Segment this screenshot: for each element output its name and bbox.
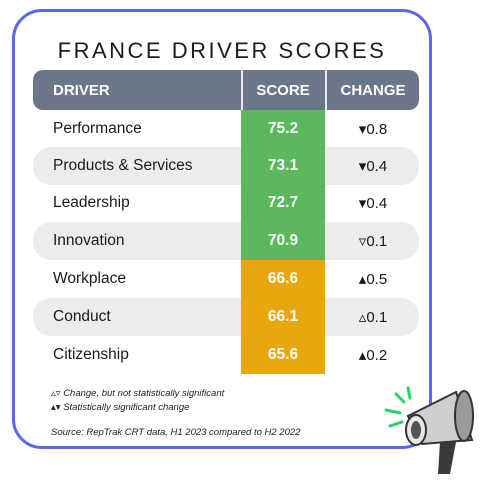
row-stripe — [33, 298, 419, 336]
legend-significant: ▴▾ Statistically significant change — [51, 402, 189, 413]
scores-card: FRANCE DRIVER SCORES DRIVER SCORE CHANGE… — [12, 9, 432, 449]
driver-name: Citizenship — [53, 346, 129, 363]
row-stripe — [33, 222, 419, 260]
change-value: ▴0.2 — [358, 347, 388, 364]
source-note: Source: RepTrak CRT data, H1 2023 compar… — [51, 427, 301, 438]
score-cell: 65.6 — [241, 336, 325, 374]
driver-name: Leadership — [53, 194, 130, 211]
table-row: Citizenship 65.6 ▴0.2 — [33, 336, 419, 374]
change-value: ▴0.5 — [358, 271, 388, 288]
legend-not-significant: ▵▿ Change, but not statistically signifi… — [51, 388, 224, 399]
table-row: Performance 75.2 ▾0.8 — [33, 110, 419, 148]
header-score: SCORE — [256, 82, 310, 99]
score-cell: 66.6 — [241, 260, 325, 298]
driver-name: Products & Services — [53, 157, 193, 174]
legend-text: Statistically significant change — [63, 402, 190, 413]
table-row: Leadership 72.7 ▾0.4 — [33, 184, 419, 222]
header-driver: DRIVER — [53, 82, 110, 99]
legend-symbols: ▴▾ — [51, 402, 61, 413]
score-cell: 66.1 — [241, 298, 325, 336]
score-cell: 73.1 — [241, 147, 325, 185]
change-value: ▿0.1 — [358, 233, 388, 250]
change-value: ▾0.8 — [358, 121, 388, 138]
table-row: Products & Services 73.1 ▾0.4 — [33, 147, 419, 185]
header-divider — [241, 70, 243, 110]
change-value: ▾0.4 — [358, 195, 388, 212]
table-row: Conduct 66.1 ▵0.1 — [33, 298, 419, 336]
table-row: Innovation 70.9 ▿0.1 — [33, 222, 419, 260]
score-cell: 75.2 — [241, 110, 325, 148]
score-cell: 70.9 — [241, 222, 325, 260]
driver-name: Workplace — [53, 270, 126, 287]
change-value: ▵0.1 — [358, 309, 388, 326]
page-title: FRANCE DRIVER SCORES — [57, 38, 387, 63]
legend-symbols: ▵▿ — [51, 388, 61, 399]
change-value: ▾0.4 — [358, 158, 388, 175]
score-cell: 72.7 — [241, 184, 325, 222]
table-header: DRIVER SCORE CHANGE — [33, 70, 419, 110]
row-stripe — [33, 147, 419, 185]
driver-name: Performance — [53, 120, 142, 137]
legend-text: Change, but not statistically significan… — [63, 388, 225, 399]
driver-name: Conduct — [53, 308, 111, 325]
header-divider — [325, 70, 327, 110]
megaphone-icon — [384, 386, 474, 474]
header-change: CHANGE — [340, 82, 406, 99]
table-row: Workplace 66.6 ▴0.5 — [33, 260, 419, 298]
driver-name: Innovation — [53, 232, 125, 249]
